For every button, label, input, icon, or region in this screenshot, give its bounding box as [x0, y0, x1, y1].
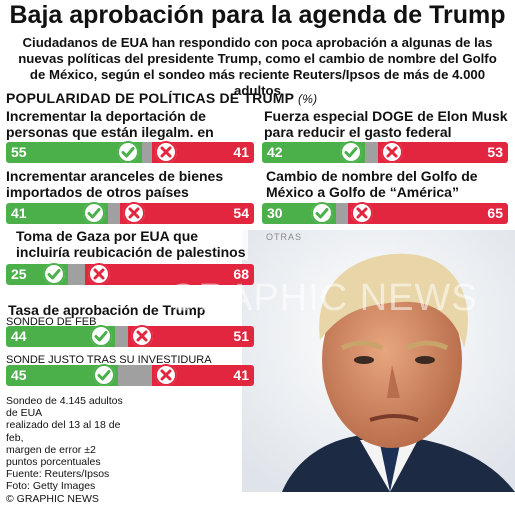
note-line: margen de error ±2	[6, 443, 96, 456]
cross-icon	[155, 364, 178, 386]
disapprove-value: 54	[233, 205, 249, 221]
source-note: Sondeo de 4.145 adultos de EUA realizado…	[6, 395, 126, 505]
note-line: Sondeo de 4.145 adultos de EUA	[6, 395, 123, 420]
other-bar	[107, 203, 121, 224]
note-line: puntos porcentuales	[6, 456, 101, 469]
policy-label: Fuerza especial DOGE de Elon Musk para r…	[264, 108, 508, 140]
policy-bar: 55 41	[6, 141, 254, 163]
approval-title: Tasa de aprobación de Trump	[6, 302, 208, 318]
other-bar	[68, 264, 86, 285]
policy-label: Cambio de nombre del Golfo de México a G…	[264, 168, 513, 200]
check-icon	[43, 263, 65, 285]
disapprove-value: 65	[487, 205, 503, 221]
approve-bar	[6, 365, 118, 386]
check-icon	[117, 141, 140, 163]
policy-label: Incrementar aranceles de bienes importad…	[6, 168, 224, 200]
page-subtitle: Ciudadanos de EUA han respondido con poc…	[18, 35, 497, 98]
approve-bar	[262, 142, 366, 163]
section-title: POPULARIDAD DE POLÍTICAS DE TRUMP (%)	[6, 90, 317, 106]
approve-bar	[6, 142, 143, 163]
check-icon	[310, 202, 333, 224]
approval-sub-inauguration: SONDE JUSTO TRAS SU INVESTIDURA	[6, 354, 212, 366]
approve-value: 55	[11, 144, 27, 160]
approve-value: 30	[267, 205, 283, 221]
note-line: Foto: Getty Images	[6, 480, 96, 493]
check-icon	[92, 364, 115, 386]
disapprove-bar	[377, 142, 508, 163]
policy-bar: 25 68	[6, 263, 254, 285]
note-line: realizado del 13 al 18 de feb,	[6, 419, 121, 444]
policy-label: Toma de Gaza por EUA que incluiría reubi…	[14, 228, 248, 260]
section-title-text: POPULARIDAD DE POLÍTICAS DE TRUMP	[6, 90, 294, 106]
note-line: © GRAPHIC NEWS	[6, 492, 99, 505]
approve-value: 25	[11, 266, 27, 282]
disapprove-value: 53	[487, 144, 503, 160]
approve-bar	[6, 326, 116, 347]
policy-bar: 44 51	[6, 325, 254, 347]
check-icon	[82, 202, 105, 224]
trump-photo	[242, 230, 515, 492]
disapprove-value: 51	[233, 328, 249, 344]
approve-value: 44	[11, 328, 27, 344]
disapprove-value: 41	[233, 367, 249, 383]
disapprove-bar	[120, 203, 254, 224]
disapprove-bar	[348, 203, 508, 224]
page-title: Baja aprobación para la agenda de Trump	[9, 1, 506, 29]
disapprove-bar	[85, 264, 254, 285]
policy-bar: 30 65	[262, 202, 508, 224]
policy-bar: 45 41	[6, 364, 254, 386]
other-bar	[142, 142, 153, 163]
other-bar	[365, 142, 378, 163]
approval-sub-feb: SONDEO DE FEB	[6, 316, 97, 328]
approve-value: 41	[11, 205, 27, 221]
approve-bar	[6, 203, 108, 224]
disapprove-bar	[152, 142, 254, 163]
disapprove-value: 41	[233, 144, 249, 160]
cross-icon	[155, 141, 178, 163]
cross-icon	[130, 325, 153, 347]
disapprove-bar	[152, 365, 254, 386]
others-legend-label: OTRAS	[266, 232, 303, 242]
check-icon	[90, 325, 113, 347]
approve-value: 45	[11, 367, 27, 383]
disapprove-value: 68	[233, 266, 249, 282]
disapprove-bar	[127, 326, 254, 347]
cross-icon	[351, 202, 374, 224]
other-bar	[115, 326, 128, 347]
section-unit: (%)	[298, 92, 318, 106]
check-icon	[340, 141, 363, 163]
cross-icon	[88, 263, 111, 285]
other-bar	[117, 365, 153, 386]
policy-bar: 41 54	[6, 202, 254, 224]
note-line: Fuente: Reuters/Ipsos	[6, 468, 110, 481]
policy-bar: 42 53	[262, 141, 508, 163]
cross-icon	[123, 202, 146, 224]
policy-label: Incrementar la deportación de personas q…	[6, 108, 214, 156]
approve-value: 42	[267, 144, 283, 160]
other-bar	[335, 203, 349, 224]
cross-icon	[380, 141, 403, 163]
